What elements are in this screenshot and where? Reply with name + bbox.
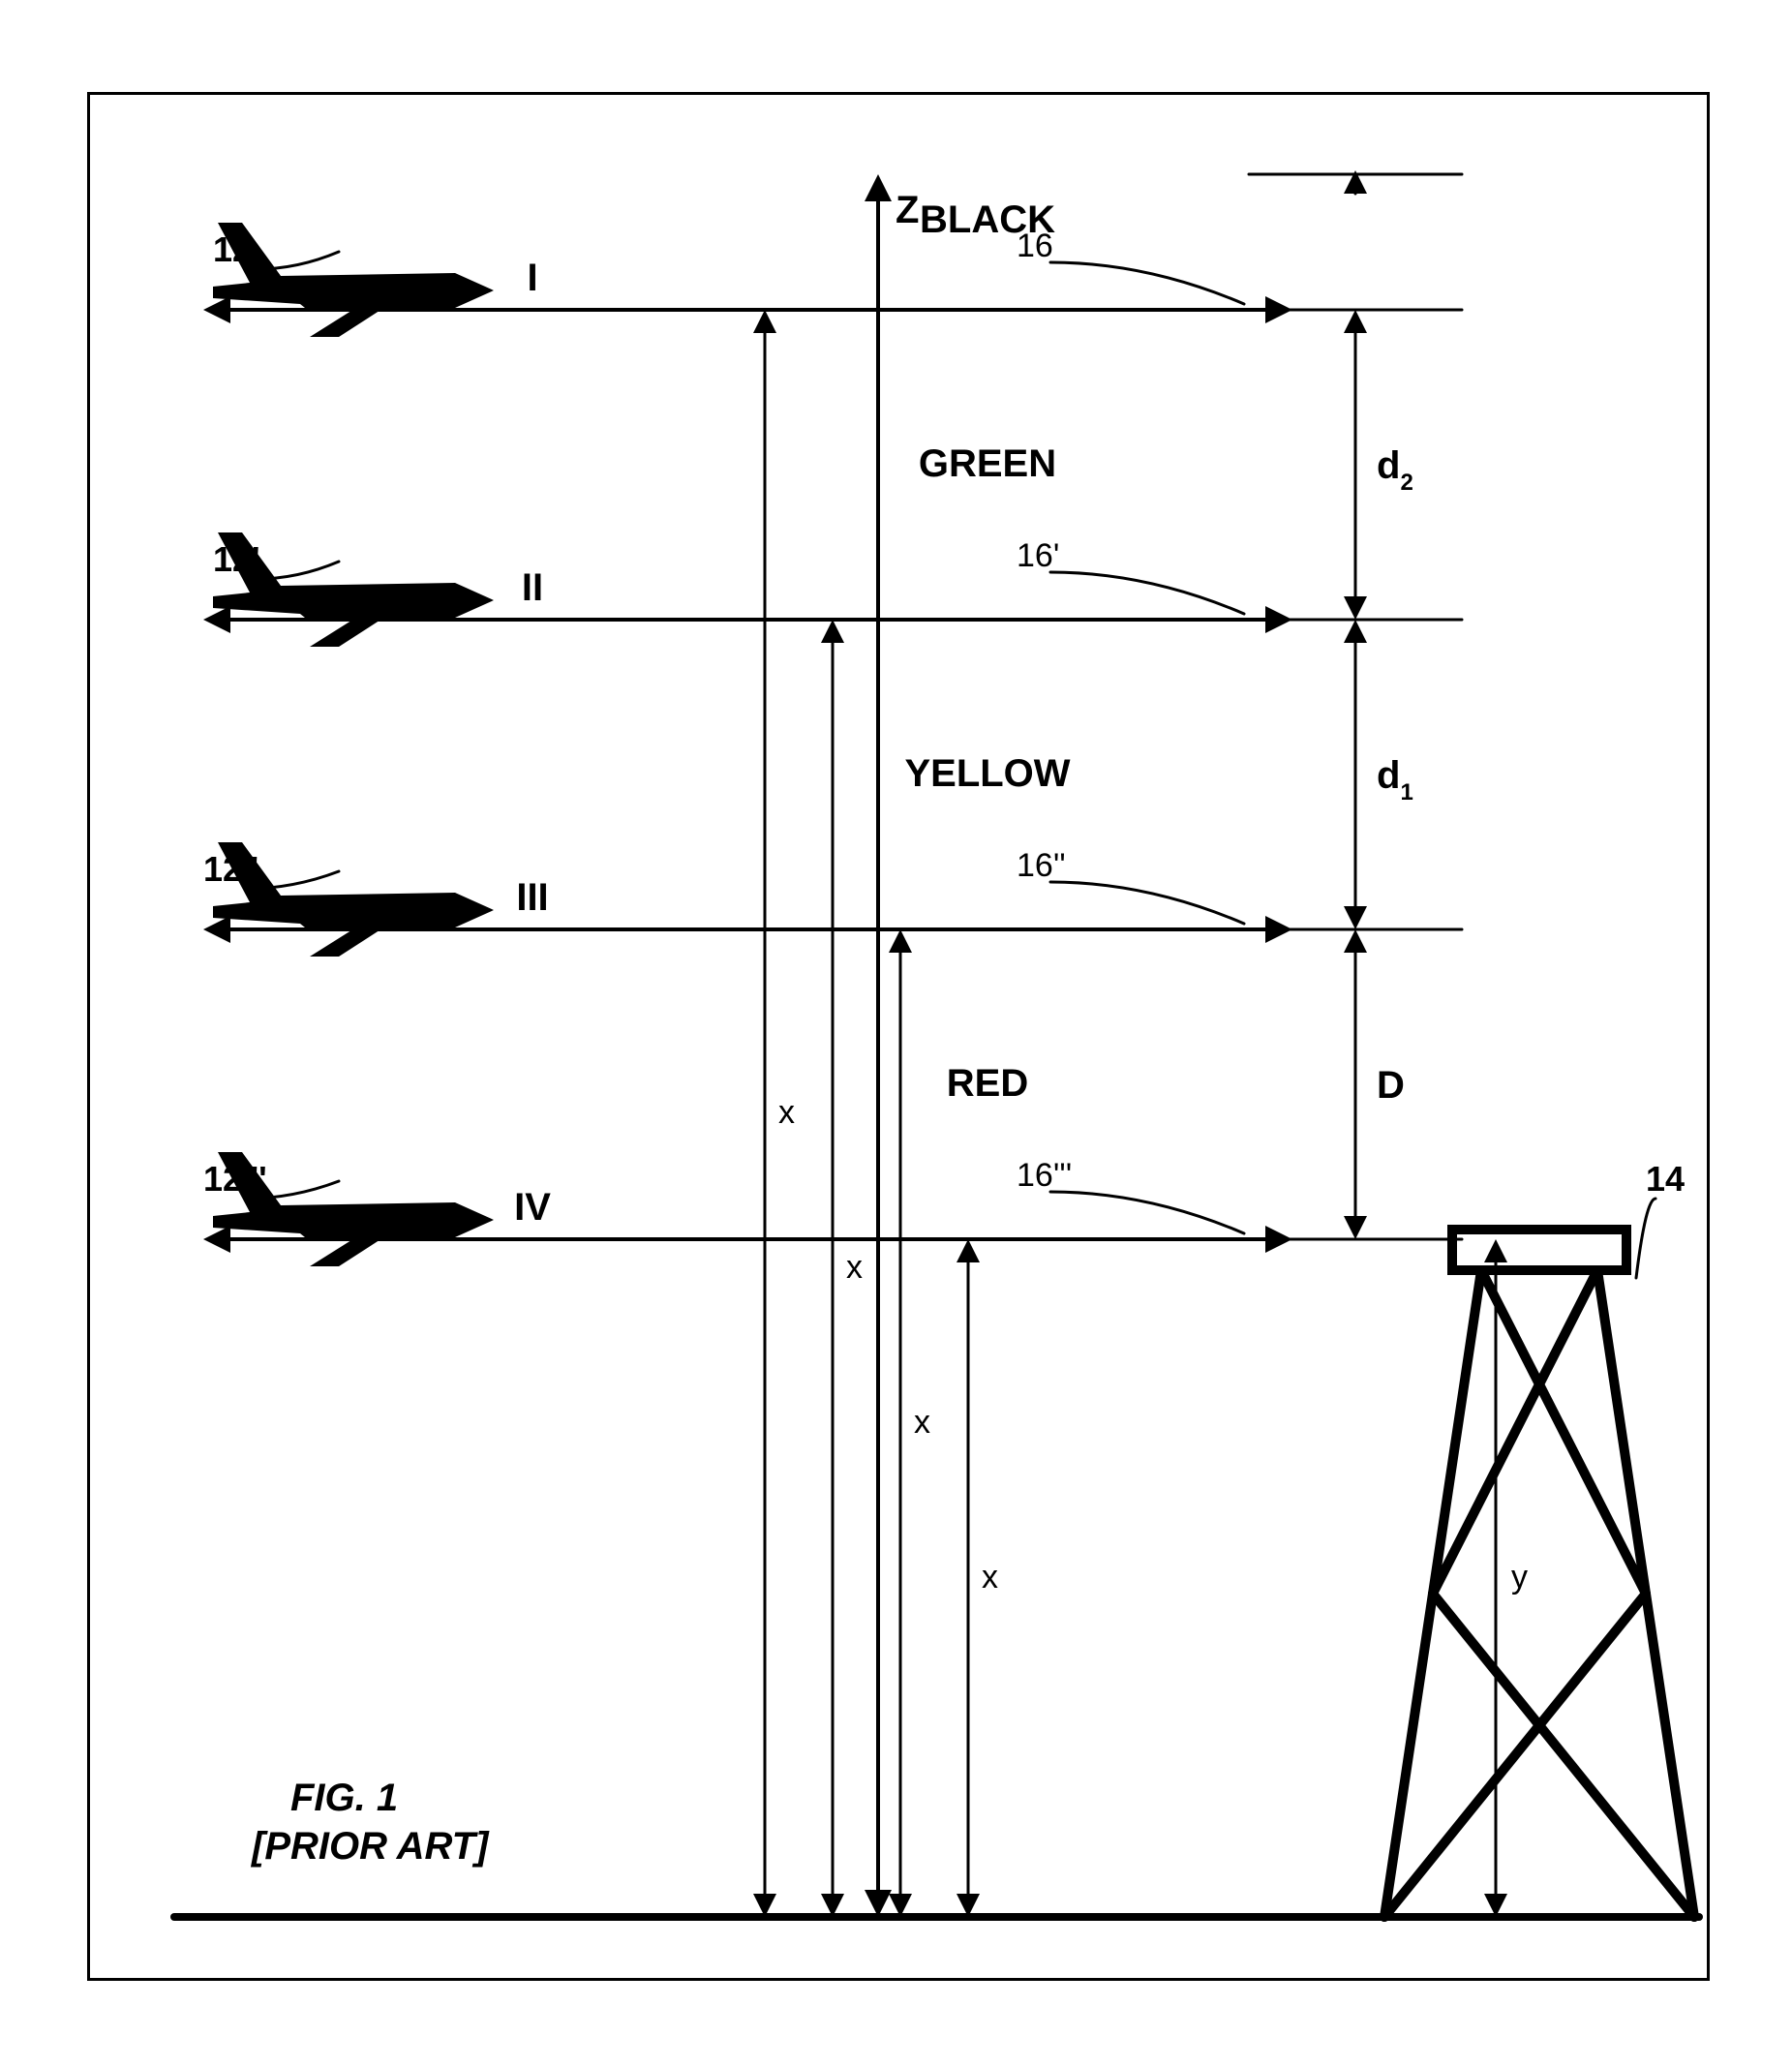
leader-line [1050, 262, 1244, 304]
arrow-ref-label: 16''' [1017, 1157, 1072, 1194]
roman-numeral: III [516, 876, 548, 919]
leader-line [1050, 1192, 1244, 1233]
roman-numeral: I [527, 257, 537, 299]
leader-line [1636, 1199, 1655, 1278]
x-dimension-label: x [846, 1249, 863, 1286]
figure-caption-line2: [PRIOR ART] [250, 1825, 490, 1868]
arrow-ref-label: 16 [1017, 228, 1053, 264]
tower-ref-label: 14 [1646, 1159, 1685, 1199]
aircraft-ref-label: 12''' [203, 1159, 267, 1199]
aircraft-ref-label: 12' [213, 539, 260, 579]
z-axis-label: Z [896, 189, 919, 231]
aircraft-icon [213, 223, 494, 312]
roman-numeral: II [522, 566, 543, 609]
zone-label: GREEN [919, 442, 1056, 485]
d-dimension-label: d2 [1377, 444, 1413, 496]
arrow-ref-label: 16'' [1017, 847, 1066, 884]
d-dimension-label: d1 [1377, 754, 1413, 806]
arrow-ref-label: 16' [1017, 537, 1059, 574]
y-dimension-label: y [1511, 1559, 1528, 1596]
x-dimension-label: x [982, 1559, 998, 1596]
x-dimension-label: x [914, 1404, 930, 1441]
tower-cap [1452, 1230, 1626, 1270]
roman-numeral: IV [514, 1186, 551, 1229]
aircraft-ref-label: 12 [213, 229, 252, 269]
zone-label: RED [947, 1062, 1028, 1105]
d-dimension-label: D [1377, 1064, 1405, 1107]
leader-line [1050, 572, 1244, 614]
diagram-svg: Z12I12'II12''III12'''IVBLACKGREENYELLOWR… [0, 0, 1792, 2067]
page: Z12I12'II12''III12'''IVBLACKGREENYELLOWR… [0, 0, 1792, 2067]
x-dimension-label: x [778, 1094, 795, 1131]
aircraft-ref-label: 12'' [203, 849, 258, 889]
leader-line [1050, 882, 1244, 924]
zone-label: YELLOW [904, 752, 1070, 795]
figure-caption-line1: FIG. 1 [290, 1777, 398, 1819]
